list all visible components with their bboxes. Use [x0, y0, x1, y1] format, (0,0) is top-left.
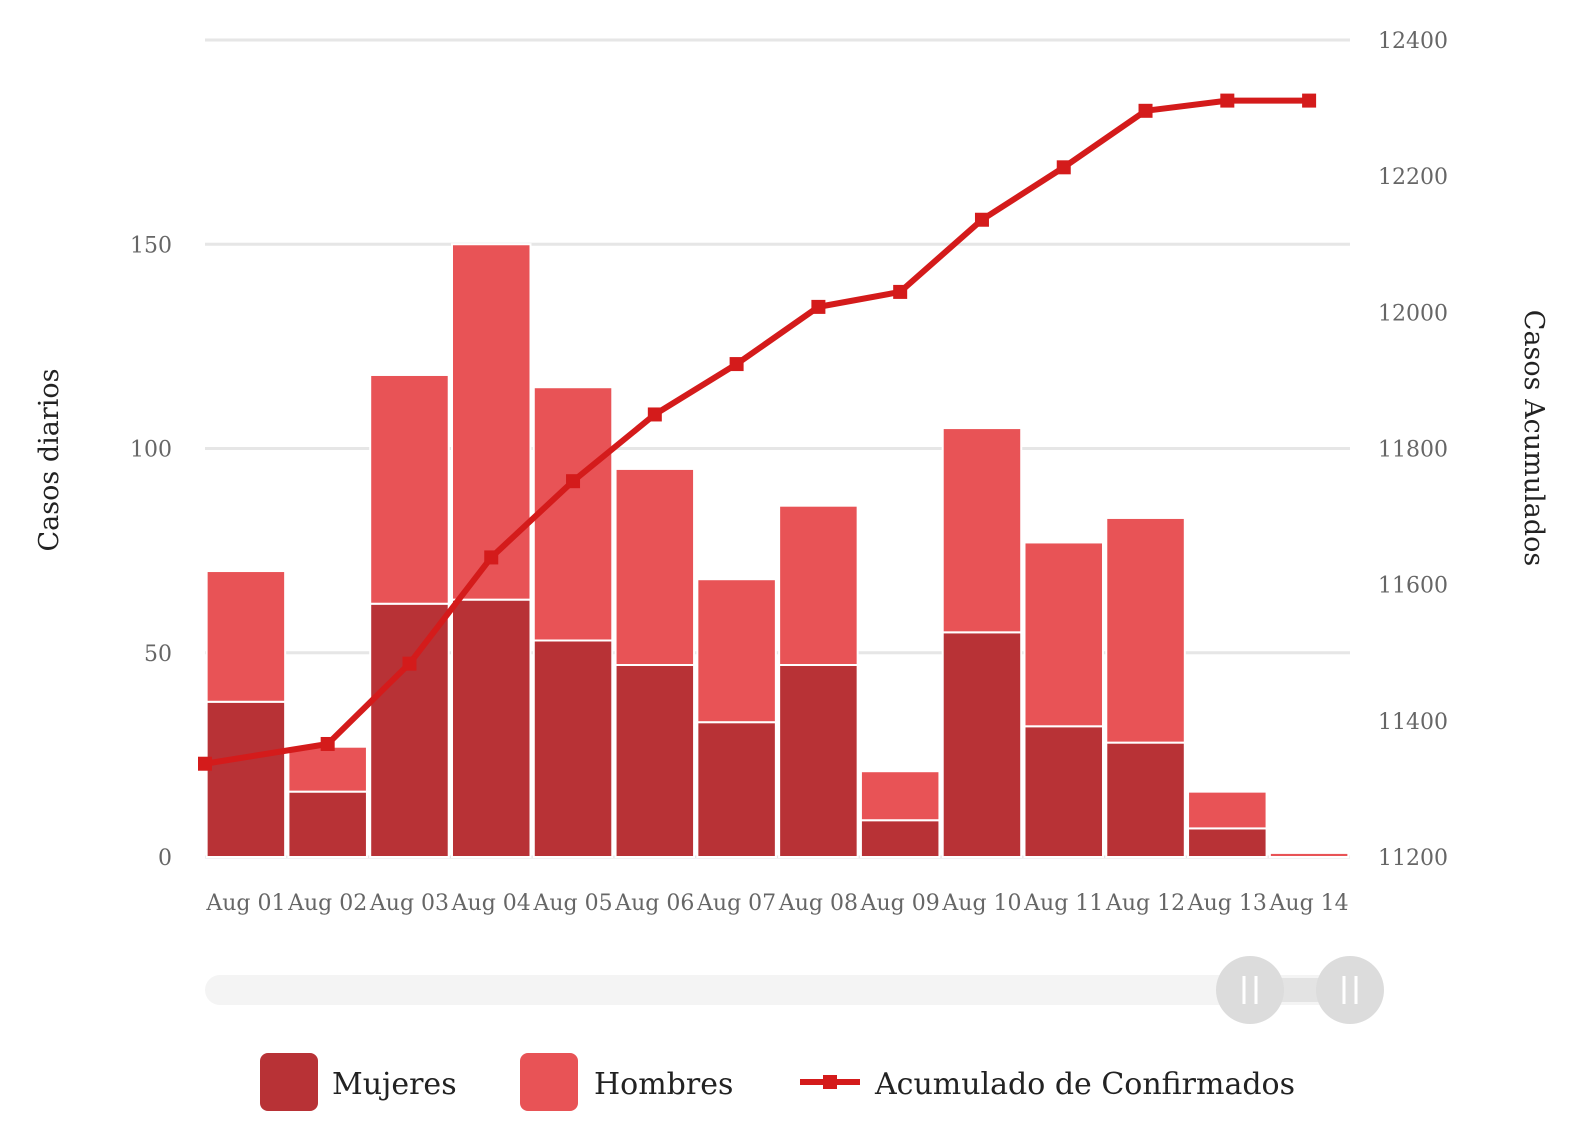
right-axis-title: Casos Acumulados	[1518, 310, 1549, 566]
line-point-acumulado[interactable]	[1302, 93, 1317, 108]
legend-label-hombres: Hombres	[594, 1067, 733, 1102]
left-axis-tick-label: 50	[144, 642, 172, 667]
x-axis-tick-label: Aug 06	[614, 891, 694, 916]
bar-hombres[interactable]	[287, 745, 368, 793]
right-axis-tick-label: 11400	[1378, 710, 1448, 735]
legend-swatch-hombres	[520, 1053, 578, 1111]
bar-mujeres[interactable]	[941, 631, 1023, 859]
line-point-acumulado[interactable]	[811, 299, 826, 314]
right-axis-tick-label: 12400	[1378, 29, 1448, 54]
line-series-group	[198, 93, 1317, 771]
x-axis-tick-label: Aug 14	[1269, 891, 1349, 916]
line-point-acumulado[interactable]	[198, 756, 212, 771]
x-axis-tick-label: Aug 09	[860, 891, 940, 916]
x-axis-tick-label: Aug 10	[941, 891, 1021, 916]
x-axis-tick-label: Aug 02	[287, 891, 367, 916]
left-axis-tick-label: 100	[130, 438, 172, 463]
navigator-left-handle[interactable]	[1216, 956, 1284, 1024]
x-axis-tick-label: Aug 07	[696, 891, 776, 916]
navigator-track[interactable]	[205, 975, 1355, 1005]
left-axis-tick-labels: 0 50 100 150	[130, 233, 172, 871]
legend-item-hombres[interactable]: Hombres	[520, 1053, 733, 1111]
x-axis-tick-label: Aug 05	[532, 891, 612, 916]
right-axis-tick-labels: 11200 11400 11600 11800 12000 12200 12400	[1378, 29, 1448, 871]
legend-item-mujeres[interactable]: Mujeres	[260, 1053, 457, 1111]
line-point-acumulado[interactable]	[974, 212, 989, 227]
line-point-acumulado[interactable]	[729, 357, 744, 372]
line-point-acumulado[interactable]	[1138, 103, 1153, 118]
bar-hombres[interactable]	[941, 427, 1023, 634]
bar-mujeres[interactable]	[287, 790, 368, 859]
bar-hombres[interactable]	[532, 386, 614, 642]
x-axis-tick-label: Aug 12	[1105, 891, 1185, 916]
bar-hombres[interactable]	[1268, 851, 1350, 858]
bar-mujeres[interactable]	[450, 598, 532, 859]
line-point-acumulado[interactable]	[320, 736, 335, 751]
x-axis-tick-labels: Aug 01 Aug 02 Aug 03 Aug 04 Aug 05 Aug 06 Aug …	[205, 891, 1348, 916]
bar-hombres[interactable]	[859, 770, 941, 822]
bar-hombres[interactable]	[205, 570, 287, 703]
bar-mujeres[interactable]	[696, 721, 777, 858]
line-point-acumulado[interactable]	[566, 474, 581, 489]
x-axis-tick-label: Aug 08	[778, 891, 858, 916]
bar-mujeres[interactable]	[1187, 827, 1268, 859]
bar-hombres[interactable]	[614, 467, 696, 667]
bar-mujeres[interactable]	[859, 819, 941, 858]
range-navigator[interactable]	[205, 956, 1384, 1024]
bar-hombres[interactable]	[450, 243, 532, 601]
left-axis-title: Casos diarios	[34, 369, 65, 552]
right-axis-tick-label: 11800	[1378, 438, 1448, 463]
bar-mujeres[interactable]	[1023, 725, 1105, 859]
bar-mujeres[interactable]	[1105, 741, 1186, 858]
bar-hombres[interactable]	[1187, 790, 1268, 830]
bar-mujeres[interactable]	[778, 664, 859, 858]
line-point-acumulado[interactable]	[893, 284, 908, 299]
line-point-acumulado[interactable]	[647, 407, 662, 422]
x-axis-tick-label: Aug 04	[451, 891, 531, 916]
line-point-acumulado[interactable]	[1056, 160, 1071, 175]
x-axis-tick-label: Aug 11	[1023, 891, 1103, 916]
line-acumulado-de-confirmados[interactable]	[202, 97, 1313, 767]
bar-mujeres[interactable]	[614, 664, 696, 858]
right-axis-tick-label: 11200	[1378, 846, 1448, 871]
legend-swatch-mujeres	[260, 1053, 318, 1111]
bar-hombres[interactable]	[369, 373, 450, 605]
left-axis-tick-label: 0	[158, 846, 172, 871]
legend-marker-acumulado	[823, 1075, 837, 1089]
bar-series-group	[205, 243, 1350, 859]
right-axis-tick-label: 12000	[1378, 301, 1448, 326]
bar-hombres[interactable]	[696, 578, 777, 724]
x-axis-tick-label: Aug 03	[369, 891, 449, 916]
bar-mujeres[interactable]	[532, 639, 614, 858]
line-point-acumulado[interactable]	[484, 550, 499, 565]
legend-item-acumulado[interactable]: Acumulado de Confirmados	[800, 1067, 1295, 1102]
bar-mujeres[interactable]	[369, 602, 450, 858]
right-axis-tick-label: 12200	[1378, 165, 1448, 190]
legend-label-acumulado: Acumulado de Confirmados	[874, 1067, 1295, 1102]
bar-mujeres[interactable]	[205, 700, 287, 859]
bar-hombres[interactable]	[1105, 516, 1186, 744]
bar-hombres[interactable]	[778, 504, 859, 667]
bar-hombres[interactable]	[1023, 541, 1105, 728]
legend: Mujeres Hombres Acumulado de Confirmados	[260, 1053, 1295, 1111]
x-axis-tick-label: Aug 01	[205, 891, 285, 916]
line-point-acumulado[interactable]	[402, 656, 417, 671]
x-axis-tick-label: Aug 13	[1187, 891, 1267, 916]
legend-label-mujeres: Mujeres	[332, 1067, 457, 1102]
right-axis-tick-label: 11600	[1378, 574, 1448, 599]
navigator-right-handle[interactable]	[1316, 956, 1384, 1024]
left-axis-tick-label: 150	[130, 233, 172, 258]
line-point-acumulado[interactable]	[1220, 93, 1235, 108]
